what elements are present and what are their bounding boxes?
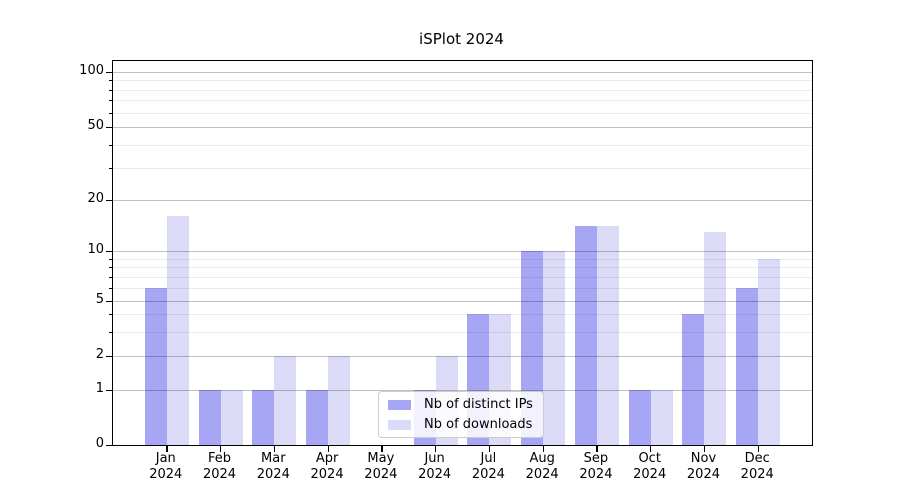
minor-gridline bbox=[113, 276, 812, 278]
minor-gridline bbox=[113, 331, 812, 333]
y-tick-mark bbox=[106, 72, 112, 74]
minor-gridline bbox=[113, 267, 812, 269]
minor-gridline bbox=[113, 112, 812, 114]
major-gridline bbox=[113, 390, 812, 391]
legend: Nb of distinct IPs Nb of downloads bbox=[378, 391, 544, 438]
bar-downloads-apr bbox=[328, 356, 351, 445]
y-minor-tick-mark bbox=[109, 287, 112, 289]
y-tick-label: 20 bbox=[87, 191, 104, 206]
x-tick-mark bbox=[435, 446, 437, 452]
legend-swatch-downloads bbox=[388, 419, 411, 430]
x-axis-labels: Jan 2024 Feb 2024 Mar 2024 Apr 2024 May 2024 Jun 20… bbox=[112, 451, 811, 491]
minor-gridline bbox=[113, 314, 812, 316]
bar-distinct-ips-mar bbox=[252, 390, 275, 445]
x-tick-mark bbox=[650, 446, 652, 452]
x-tick-mark bbox=[488, 446, 491, 452]
x-tick-mark bbox=[273, 446, 276, 452]
x-tick-mark bbox=[596, 446, 598, 452]
y-minor-tick-mark bbox=[109, 89, 112, 91]
y-tick-mark bbox=[106, 445, 112, 447]
y-tick-mark bbox=[106, 251, 112, 253]
x-tick-mark bbox=[381, 446, 383, 452]
y-tick-label: 50 bbox=[87, 118, 104, 133]
y-tick-label: 1 bbox=[95, 381, 104, 396]
minor-gridline bbox=[113, 287, 812, 289]
legend-item-distinct-ips: Nb of distinct IPs bbox=[388, 397, 534, 413]
x-tick-mark bbox=[327, 446, 329, 452]
y-tick-mark bbox=[106, 127, 112, 129]
chart-title: iSPlot 2024 bbox=[419, 30, 504, 48]
y-tick-mark bbox=[106, 390, 112, 392]
y-tick-label: 10 bbox=[87, 242, 104, 257]
bar-downloads-nov bbox=[704, 231, 727, 445]
bar-downloads-feb bbox=[220, 390, 243, 445]
y-minor-tick-mark bbox=[109, 167, 112, 169]
major-gridline bbox=[113, 127, 812, 128]
bar-distinct-ips-apr bbox=[306, 390, 329, 445]
y-minor-tick-mark bbox=[109, 112, 112, 114]
y-minor-tick-mark bbox=[109, 144, 112, 146]
y-tick-label: 0 bbox=[95, 436, 104, 451]
bar-distinct-ips-oct bbox=[628, 390, 651, 445]
y-minor-tick-mark bbox=[109, 267, 112, 269]
major-gridline bbox=[113, 200, 812, 201]
y-minor-tick-mark bbox=[109, 80, 112, 82]
x-tick-mark bbox=[757, 446, 760, 452]
x-tick-mark bbox=[166, 446, 168, 452]
minor-gridline bbox=[113, 100, 812, 102]
bar-downloads-aug bbox=[543, 251, 566, 445]
y-tick-mark bbox=[106, 356, 112, 358]
x-tick-mark bbox=[220, 446, 222, 452]
legend-label-distinct-ips: Nb of distinct IPs bbox=[424, 396, 533, 412]
y-axis-labels: 0 1 2 5 10 20 50 100 bbox=[0, 60, 104, 451]
y-minor-tick-mark bbox=[109, 314, 112, 316]
minor-gridline bbox=[113, 144, 812, 146]
minor-gridline bbox=[113, 258, 812, 260]
minor-gridline bbox=[113, 167, 812, 169]
legend-item-downloads: Nb of downloads bbox=[388, 417, 534, 433]
y-tick-label: 5 bbox=[95, 292, 104, 307]
legend-swatch-distinct-ips bbox=[388, 399, 411, 410]
bar-downloads-jan bbox=[166, 216, 189, 445]
bar-downloads-oct bbox=[650, 390, 673, 445]
major-gridline bbox=[113, 251, 812, 252]
bar-distinct-ips-sep bbox=[574, 226, 597, 445]
y-minor-tick-mark bbox=[109, 331, 112, 333]
plot-area bbox=[106, 60, 813, 452]
x-tick-mark bbox=[703, 446, 706, 452]
bar-downloads-dec bbox=[758, 258, 781, 445]
major-gridline bbox=[113, 356, 812, 357]
bar-distinct-ips-jan bbox=[144, 287, 167, 445]
y-minor-tick-mark bbox=[109, 276, 112, 278]
major-gridline bbox=[113, 72, 812, 73]
x-tick-label: Dec 2024 bbox=[740, 451, 774, 482]
bar-distinct-ips-nov bbox=[682, 314, 705, 445]
bar-downloads-sep bbox=[596, 226, 619, 445]
x-tick-mark bbox=[542, 446, 544, 452]
bar-distinct-ips-dec bbox=[736, 287, 759, 445]
minor-gridline bbox=[113, 80, 812, 82]
y-minor-tick-mark bbox=[109, 100, 112, 102]
y-minor-tick-mark bbox=[109, 258, 112, 260]
y-tick-mark bbox=[106, 301, 112, 303]
major-gridline bbox=[113, 301, 812, 302]
bar-downloads-mar bbox=[274, 356, 297, 445]
y-tick-label: 2 bbox=[95, 347, 104, 362]
bar-distinct-ips-feb bbox=[198, 390, 221, 445]
minor-gridline bbox=[113, 89, 812, 91]
y-tick-label: 100 bbox=[79, 63, 104, 78]
y-tick-mark bbox=[106, 200, 112, 202]
legend-label-downloads: Nb of downloads bbox=[424, 416, 533, 432]
